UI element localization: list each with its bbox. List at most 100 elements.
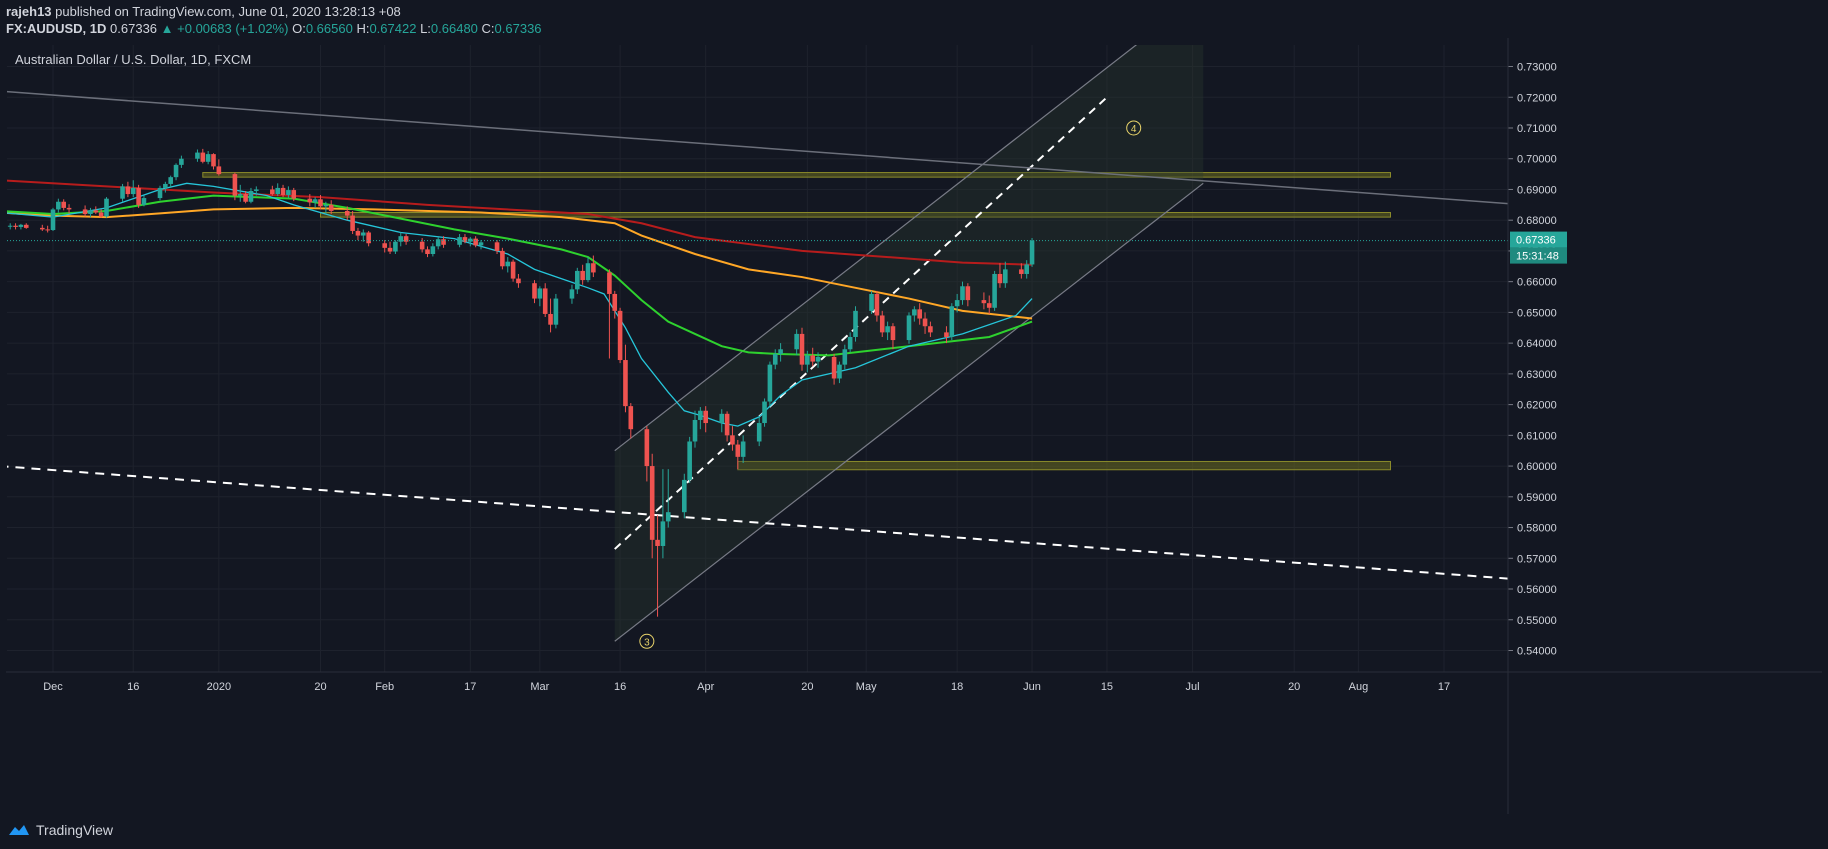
candle	[1024, 260, 1029, 279]
price-zone	[202, 172, 1391, 178]
price-tick-label: 0.68000	[1517, 215, 1557, 227]
support-resistance-zones	[202, 172, 1391, 471]
candle-body	[45, 229, 50, 231]
candle-body	[890, 326, 896, 341]
candle-body	[815, 356, 821, 362]
price-tick-label: 0.70000	[1517, 154, 1557, 166]
candle	[762, 398, 767, 427]
candle	[419, 238, 425, 253]
time-tick-label: 20	[314, 681, 326, 693]
candle-body	[366, 232, 371, 244]
candle-body	[13, 225, 18, 227]
candle-body	[869, 293, 874, 311]
candle	[93, 206, 99, 215]
moving-average-line	[7, 206, 1033, 320]
candle	[687, 436, 692, 483]
candle	[665, 469, 671, 528]
price-tick-label: 0.65000	[1517, 307, 1557, 319]
candle-body	[778, 349, 783, 354]
candle-body	[387, 247, 393, 252]
time-tick-label: Feb	[375, 681, 394, 693]
candle-body	[628, 406, 634, 430]
wave-label: 3	[644, 637, 650, 648]
candle	[398, 232, 404, 247]
candle-body	[237, 194, 243, 196]
candle	[516, 273, 521, 288]
candle	[981, 292, 987, 310]
candle-body	[986, 303, 992, 308]
candle	[382, 240, 387, 253]
candle-body	[23, 224, 29, 228]
candle-body	[355, 230, 361, 236]
price-tick-label: 0.71000	[1517, 123, 1557, 135]
candle-body	[243, 194, 248, 202]
author-name[interactable]: rajeh13	[6, 4, 52, 19]
chart-header: rajeh13 published on TradingView.com, Ju…	[0, 0, 1828, 40]
candle-body	[655, 539, 660, 546]
channel-upper-line	[614, 45, 1138, 452]
candle-body	[344, 210, 350, 216]
candle	[569, 284, 575, 304]
candle	[18, 223, 24, 230]
candle-body	[425, 249, 430, 254]
chart-title: Australian Dollar / U.S. Dollar, 1D, FXC…	[15, 52, 251, 67]
candle	[853, 306, 858, 342]
candle	[478, 240, 484, 250]
last-price-tag-label: 0.67336	[1516, 235, 1556, 247]
moving-average-line	[7, 194, 1033, 357]
candle	[104, 197, 109, 218]
price-tick-label: 0.61000	[1517, 430, 1557, 442]
candle-body	[1024, 264, 1029, 274]
candle-body	[56, 201, 61, 210]
candle	[275, 183, 280, 197]
candle-body	[254, 189, 259, 191]
candle	[1003, 261, 1008, 288]
candle-body	[104, 198, 109, 217]
candle-body	[130, 187, 136, 195]
price-chart[interactable]: 43 0.730000.720000.710000.700000.690000.…	[0, 0, 1828, 814]
candle	[906, 312, 912, 344]
candle	[243, 190, 248, 204]
candle-body	[211, 154, 216, 167]
candle	[82, 205, 88, 217]
candle-body	[831, 356, 837, 379]
candle-body	[730, 435, 735, 445]
candle	[435, 237, 441, 250]
price-change: ▲ +0.00683 (+1.02%)	[160, 21, 289, 36]
time-tick-label: Aug	[1349, 681, 1369, 693]
candle-body	[692, 419, 698, 442]
candle-body	[125, 186, 131, 195]
candle-body	[328, 204, 334, 211]
candle-body	[928, 326, 933, 333]
candle	[441, 236, 446, 248]
candle-body	[612, 293, 618, 311]
candle	[468, 237, 473, 247]
candle-body	[510, 261, 516, 279]
candle-body	[954, 300, 960, 307]
candle	[986, 295, 992, 314]
candle	[361, 229, 366, 242]
candle	[944, 326, 949, 344]
candle-body	[441, 239, 446, 245]
candle-body	[494, 242, 500, 251]
candle-body	[762, 401, 767, 424]
time-tick-label: 15	[1101, 681, 1113, 693]
candle-body	[361, 232, 366, 236]
candle	[917, 303, 922, 325]
price-axis: 0.73000 0.72000 0.71000 0.70000 0.69000 0.680…	[1507, 38, 1567, 814]
candle	[874, 290, 880, 322]
candle	[40, 224, 45, 231]
candle	[505, 257, 511, 273]
candle	[553, 293, 559, 329]
candle	[623, 344, 628, 413]
candle-body	[847, 336, 853, 350]
candle-body	[767, 364, 773, 402]
last-price: 0.67336	[110, 21, 158, 36]
candle	[66, 204, 72, 214]
tradingview-brand[interactable]: TradingView	[8, 822, 113, 838]
candle-body	[505, 261, 511, 267]
resistance-trend-line	[7, 90, 1508, 205]
candle-body	[906, 315, 912, 341]
candle	[462, 234, 468, 244]
price-tick-label: 0.55000	[1517, 615, 1557, 627]
